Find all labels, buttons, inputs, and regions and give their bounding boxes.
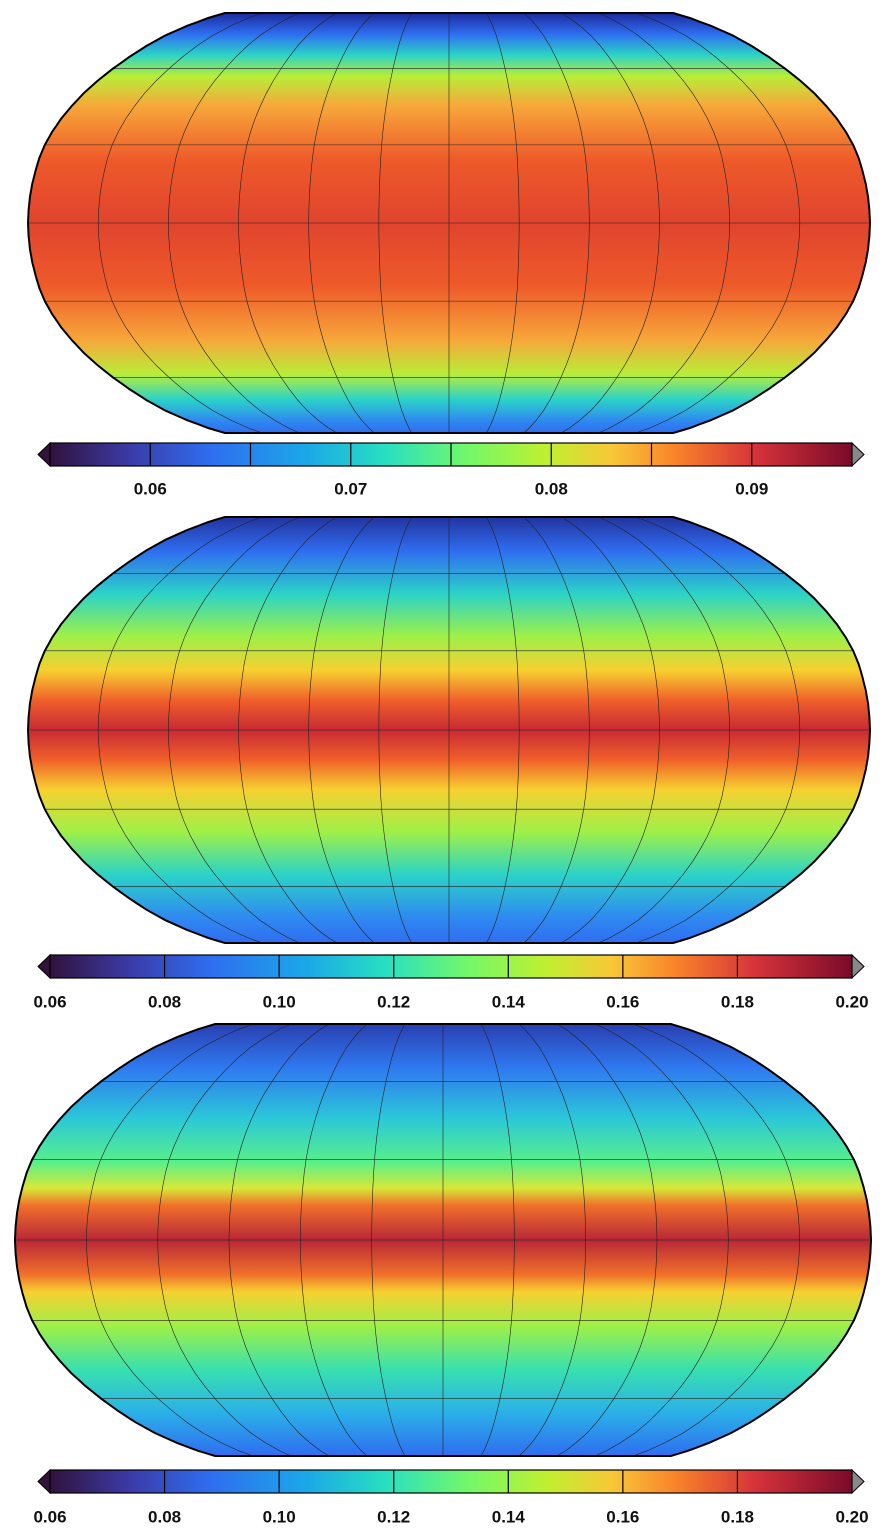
colorbar-tick-label: 0.12 xyxy=(377,1507,410,1526)
colorbar-tick-label: 0.10 xyxy=(263,1507,296,1526)
colorbar-tick-label: 0.16 xyxy=(606,992,639,1011)
colorbar-tick-label: 0.08 xyxy=(148,1507,181,1526)
colorbar-tick-label: 0.06 xyxy=(33,1507,66,1526)
map-outline xyxy=(26,516,872,944)
colorbar-tick-label: 0.14 xyxy=(492,1507,526,1526)
colorbar-extend-low xyxy=(37,953,51,980)
colorbar xyxy=(49,1469,853,1494)
colorbar-tick-label: 0.12 xyxy=(377,992,410,1011)
colorbar-extend-low xyxy=(37,1468,51,1495)
colorbar-extend-high xyxy=(851,1468,865,1495)
map-outline xyxy=(26,12,872,434)
colorbar-extend-low xyxy=(37,441,51,468)
colorbar-tick-label: 0.10 xyxy=(263,992,296,1011)
colorbar-tick-label: 0.07 xyxy=(334,479,367,498)
map-outline xyxy=(13,1023,873,1457)
colorbar-extend-high xyxy=(851,441,865,468)
colorbar-tick-label: 0.06 xyxy=(134,479,167,498)
colorbar-tick-label: 0.09 xyxy=(735,479,768,498)
colorbar-tick-label: 0.20 xyxy=(835,992,868,1011)
colorbar-tick-label: 0.16 xyxy=(606,1507,639,1526)
colorbar-tick-label: 0.06 xyxy=(33,992,66,1011)
colorbar-extend-high xyxy=(851,953,865,980)
colorbar-tick-label: 0.14 xyxy=(492,992,526,1011)
colorbar-tick-label: 0.08 xyxy=(148,992,181,1011)
colorbar-tick-label: 0.18 xyxy=(721,992,754,1011)
colorbar xyxy=(49,954,853,979)
colorbar-tick-label: 0.08 xyxy=(535,479,568,498)
colorbar-tick-label: 0.20 xyxy=(835,1507,868,1526)
colorbar-tick-label: 0.18 xyxy=(721,1507,754,1526)
